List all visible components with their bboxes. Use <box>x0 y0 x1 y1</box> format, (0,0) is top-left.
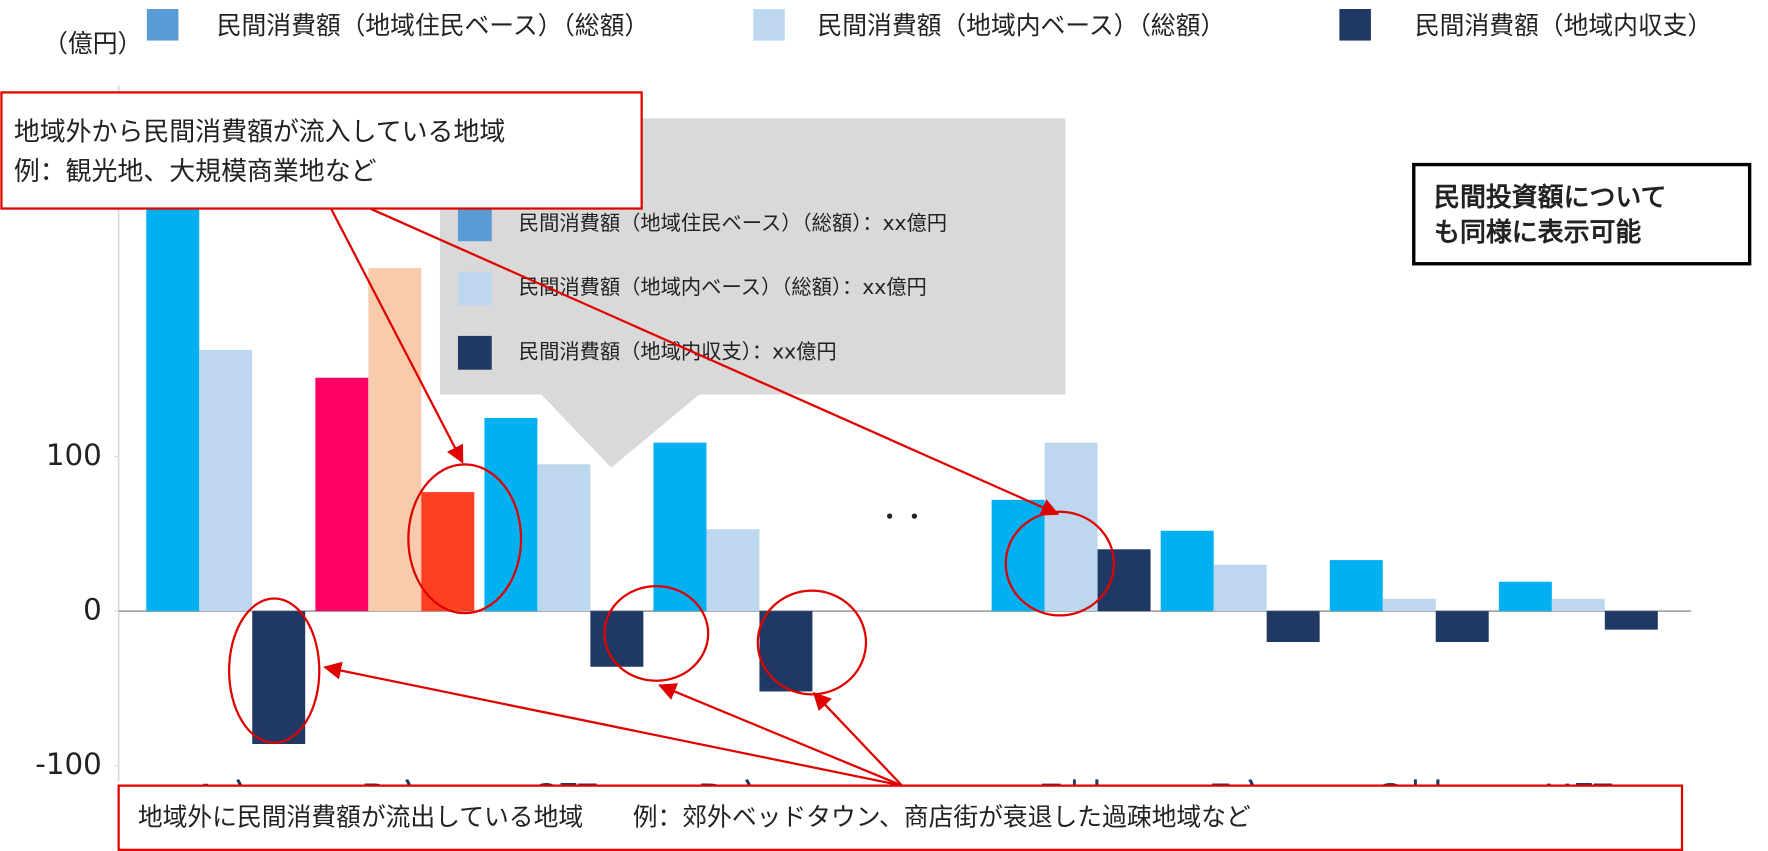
note-box <box>0 91 643 210</box>
note-text: 地域外から民間消費額が流入している地域 <box>14 118 505 148</box>
bar <box>1551 598 1605 612</box>
tooltip-swatch <box>457 207 492 242</box>
note-text: 地域外に民間消費額が流出している地域 例：郊外ベッドタウン、商店街が衰退した過疎… <box>138 802 1251 831</box>
bar <box>1435 611 1489 643</box>
tooltip-item: 民間消費額（地域住民ベース）（総額）：xx億円 <box>519 211 947 235</box>
bar <box>484 417 538 612</box>
note-text: 民間投資額について <box>1434 183 1666 213</box>
y-tick-label: 0 <box>83 593 102 627</box>
legend-label: 民間消費額（地域内収支） <box>1415 11 1712 40</box>
y-tick-label: 100 <box>46 438 102 472</box>
highlight <box>1004 510 1116 617</box>
arrow <box>318 185 464 464</box>
arrows <box>318 184 1060 787</box>
highlight <box>407 463 523 615</box>
legend-label: 民間消費額（地域内ベース）（総額） <box>817 11 1225 40</box>
bar <box>1097 549 1151 612</box>
bar <box>1382 598 1436 612</box>
arrow <box>318 184 1060 516</box>
highlight <box>227 597 321 744</box>
tooltip-swatch <box>457 335 492 370</box>
bar <box>1213 564 1267 612</box>
legend: 民間消費額（地域住民ベース）（総額） 民間消費額（地域内ベース）（総額） 民間消費額… <box>146 9 1712 41</box>
note-text: 例：観光地、大規模商業地など <box>14 157 377 187</box>
legend-swatch <box>1339 9 1371 41</box>
bar <box>1266 611 1320 643</box>
bar <box>252 611 306 745</box>
bar <box>759 611 813 692</box>
legend-label: 民間消費額（地域住民ベース）（総額） <box>217 11 649 40</box>
y-axis-label: （億円） <box>43 29 142 58</box>
bar <box>1329 560 1383 612</box>
arrow <box>658 683 903 787</box>
arrow <box>323 661 903 787</box>
x-tick-label: ・・ <box>877 502 927 531</box>
bar <box>590 611 644 667</box>
inflow-note: 地域外から民間消費額が流入している地域 例：観光地、大規模商業地など <box>0 91 643 210</box>
outflow-note: 地域外に民間消費額が流出している地域 例：郊外ベッドタウン、商店街が衰退した過疎… <box>117 784 1684 851</box>
bar <box>421 492 475 612</box>
bar <box>146 209 200 612</box>
bar <box>537 464 591 612</box>
bar <box>315 377 369 612</box>
bar <box>368 268 422 612</box>
tooltip-item: 民間消費額（地域内ベース）（総額）：xx億円 <box>519 275 927 299</box>
bar <box>1160 530 1214 612</box>
bar <box>706 529 760 612</box>
investment-note: 民間投資額について も同様に表示可能 <box>1412 162 1752 266</box>
highlight <box>756 589 868 696</box>
bar <box>991 499 1045 612</box>
legend-swatch <box>753 9 785 41</box>
tooltip-swatch <box>457 271 492 306</box>
highlight <box>603 584 710 682</box>
bar <box>1604 611 1658 630</box>
bar <box>653 442 707 612</box>
legend-swatch <box>146 9 179 41</box>
tooltip-pointer <box>541 394 700 468</box>
bar <box>1498 581 1552 612</box>
tooltip-item: 民間消費額（地域内収支）：xx億円 <box>519 339 837 363</box>
highlights <box>227 463 1116 744</box>
y-tick-label: -100 <box>35 747 102 781</box>
bar <box>1044 442 1098 612</box>
arrow <box>812 691 903 787</box>
bar <box>199 349 253 612</box>
note-text: も同様に表示可能 <box>1434 217 1641 248</box>
note-box <box>1412 162 1752 266</box>
note-box <box>117 784 1684 851</box>
